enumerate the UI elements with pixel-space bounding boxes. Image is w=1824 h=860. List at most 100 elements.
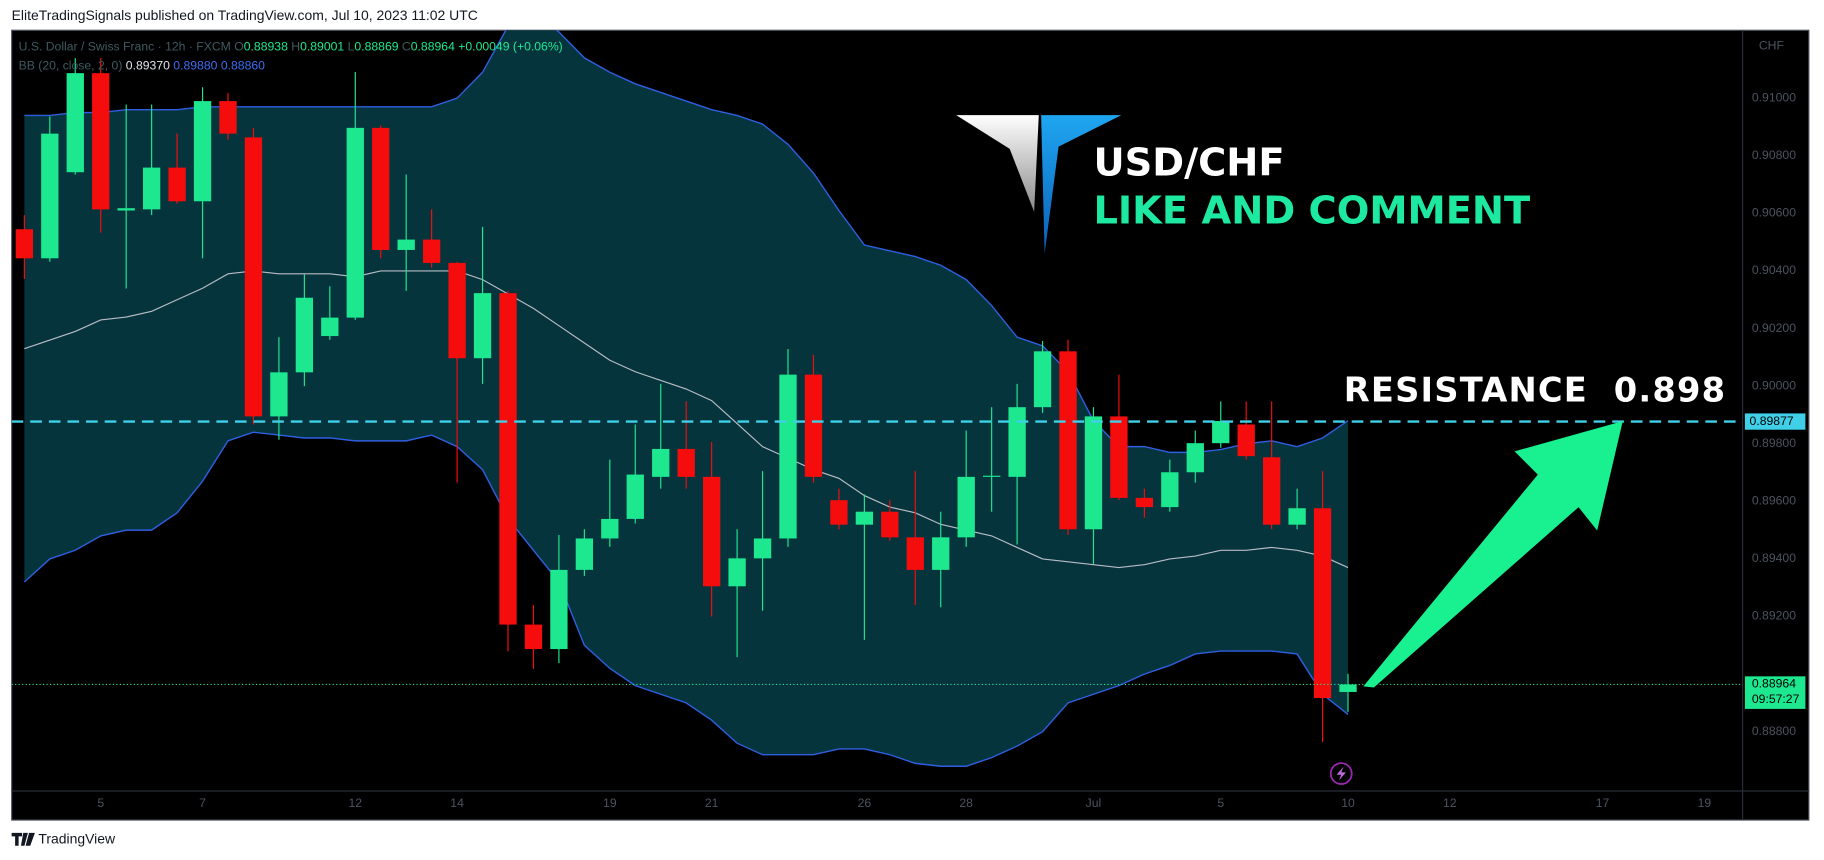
- ohlc-low: 0.88869: [354, 40, 398, 54]
- candle-body: [550, 569, 568, 650]
- candle-body: [702, 476, 721, 587]
- candle-body: [1110, 416, 1128, 498]
- publisher-line: EliteTradingSignals published on Trading…: [12, 7, 478, 23]
- ohlc-letter: C: [402, 40, 411, 54]
- x-tick-label: 12: [348, 796, 362, 810]
- bb-label: BB (20, close, 2, 0): [19, 59, 123, 73]
- candle-body: [779, 374, 797, 539]
- x-tick-label: 5: [97, 796, 104, 810]
- y-tick-label: 0.89200: [1752, 609, 1796, 623]
- candle-body: [601, 518, 619, 539]
- x-tick-label: Jul: [1086, 796, 1102, 810]
- symbol: U.S. Dollar / Swiss Franc · 12h · FXCM: [19, 40, 231, 54]
- currency-label: CHF: [1759, 39, 1784, 53]
- logo-right: [1041, 115, 1122, 254]
- candle-body: [295, 297, 314, 373]
- bb-lower: [23, 431, 1349, 767]
- candle-body: [244, 137, 263, 417]
- annotation-call: LIKE AND COMMENT: [1093, 188, 1530, 233]
- candle-body: [346, 127, 364, 318]
- y-tick-label: 0.88800: [1752, 724, 1796, 738]
- x-tick-label: 17: [1596, 796, 1610, 810]
- candle-body: [219, 101, 237, 134]
- candle-body: [1008, 407, 1026, 477]
- candle-body: [1288, 508, 1306, 525]
- x-tick-label: 28: [959, 796, 973, 810]
- ohlc-open: 0.88938: [244, 40, 288, 54]
- candle-body: [1186, 443, 1204, 473]
- candle-body: [41, 133, 59, 259]
- annotation-title: USD/CHF: [1093, 141, 1284, 186]
- y-tick-label: 0.89400: [1752, 551, 1796, 565]
- candle-body: [142, 167, 161, 210]
- candle-body: [1237, 424, 1255, 457]
- candle-body: [422, 239, 441, 263]
- footer-brand: TradingView: [38, 831, 116, 847]
- ohlc-letter: O: [234, 40, 244, 54]
- candle-body: [1059, 351, 1077, 530]
- event-bolt: [1336, 766, 1346, 781]
- candle-body: [804, 374, 823, 477]
- candle-body: [524, 624, 543, 650]
- x-tick-label: 12: [1443, 796, 1457, 810]
- candle-body: [906, 537, 924, 570]
- ohlc-letter: H: [291, 40, 300, 54]
- x-tick-label: 10: [1341, 796, 1355, 810]
- arrow: [1363, 421, 1623, 688]
- ohlc-close: 0.88964: [411, 40, 455, 54]
- candle-body: [92, 73, 110, 210]
- y-tick-label: 0.89600: [1752, 494, 1796, 508]
- plot-area: [11, 30, 1743, 767]
- candle-body: [652, 448, 670, 477]
- bb-upper-value: 0.89880: [173, 59, 217, 73]
- candle-body: [677, 448, 695, 477]
- candle-body: [575, 538, 594, 570]
- change: +0.00049 (+0.06%): [458, 40, 562, 54]
- y-tick-label: 0.90400: [1752, 263, 1796, 277]
- candle-body: [1135, 497, 1154, 508]
- bb-basis-value: 0.89370: [126, 59, 170, 73]
- candle-body: [499, 293, 517, 625]
- y-tick-label: 0.91000: [1752, 90, 1796, 104]
- candle-body: [753, 538, 772, 559]
- resistance-label: RESISTANCE 0.898: [1344, 371, 1727, 410]
- x-tick-label: 26: [858, 796, 872, 810]
- candle-body: [881, 511, 899, 538]
- candle-body: [830, 500, 848, 525]
- symbol-legend: U.S. Dollar / Swiss Franc · 12h · FXCM O…: [19, 40, 563, 54]
- x-tick-label: 19: [1698, 796, 1712, 810]
- last-price-tag: [1744, 676, 1806, 709]
- candle-body: [193, 101, 212, 202]
- candle-body: [932, 537, 950, 570]
- candle-body: [1262, 457, 1281, 525]
- countdown: 09:57:27: [1752, 692, 1800, 706]
- candle-body: [1212, 420, 1230, 444]
- candle-body: [372, 127, 390, 250]
- last-price-label: 0.88964: [1752, 677, 1796, 691]
- x-tick-label: 19: [603, 796, 617, 810]
- candle-body: [397, 239, 415, 250]
- candle-body: [1313, 508, 1332, 699]
- logo-left: [956, 115, 1039, 212]
- event-icon: [1329, 762, 1353, 785]
- axes: 0.88800 0.89200 0.89400 0.89600 0.89800 0.900…: [97, 90, 1806, 810]
- y-tick-label: 0.90200: [1752, 321, 1796, 335]
- x-tick-label: 7: [199, 796, 206, 810]
- candle-body: [473, 293, 492, 359]
- candle-body: [270, 372, 288, 417]
- candle-body: [66, 73, 84, 173]
- candle-body: [728, 558, 746, 587]
- candle-body: [117, 208, 135, 211]
- candle-body: [957, 476, 975, 538]
- x-tick-label: 5: [1217, 796, 1224, 810]
- bb-legend: BB (20, close, 2, 0) 0.89370 0.89880 0.8…: [19, 59, 266, 73]
- candle-body: [448, 262, 466, 359]
- candle-body: [1084, 416, 1103, 530]
- resistance-tag-label: 0.89877: [1750, 414, 1794, 428]
- candle-body: [855, 511, 874, 525]
- resistance-tag: [1744, 413, 1806, 430]
- bb-lower-value: 0.88860: [221, 59, 265, 73]
- candle-body: [321, 317, 339, 337]
- candle-body: [1339, 684, 1357, 692]
